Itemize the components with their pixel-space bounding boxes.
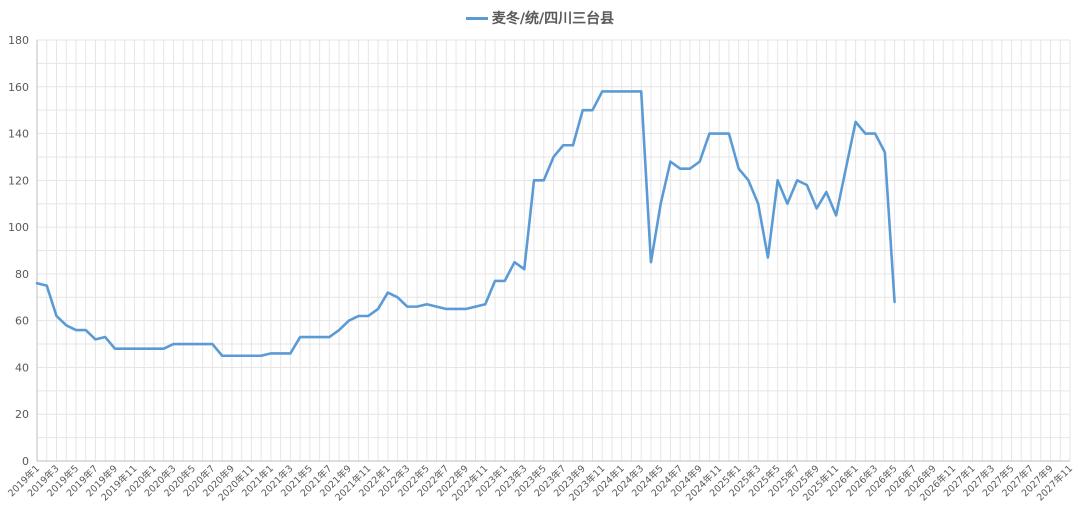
legend-swatch [465,16,488,20]
legend-label: 麦冬/统/四川三台县 [491,11,615,27]
y-tick-label: 120 [8,174,29,187]
grid-lines [36,39,1071,462]
y-tick-label: 20 [15,408,29,421]
y-tick-label: 100 [8,221,29,234]
axes [36,40,1070,462]
series-line [35,90,896,358]
chart-legend: 麦冬/统/四川三台县 [0,8,1080,28]
y-tick-label: 40 [15,361,29,374]
y-tick-label: 80 [15,268,29,281]
y-tick-label: 160 [8,81,29,94]
y-tick-label: 140 [8,128,29,141]
y-axis-ticks: 0 20 40 60 80 100 120 140 160 180 [8,34,29,468]
x-axis-ticks: 2019年12019年32019年52019年72019年92019年11202… [6,463,1076,504]
series-lines [35,90,896,358]
y-tick-label: 60 [15,315,29,328]
y-tick-label: 0 [22,455,29,468]
y-tick-label: 180 [8,34,29,47]
